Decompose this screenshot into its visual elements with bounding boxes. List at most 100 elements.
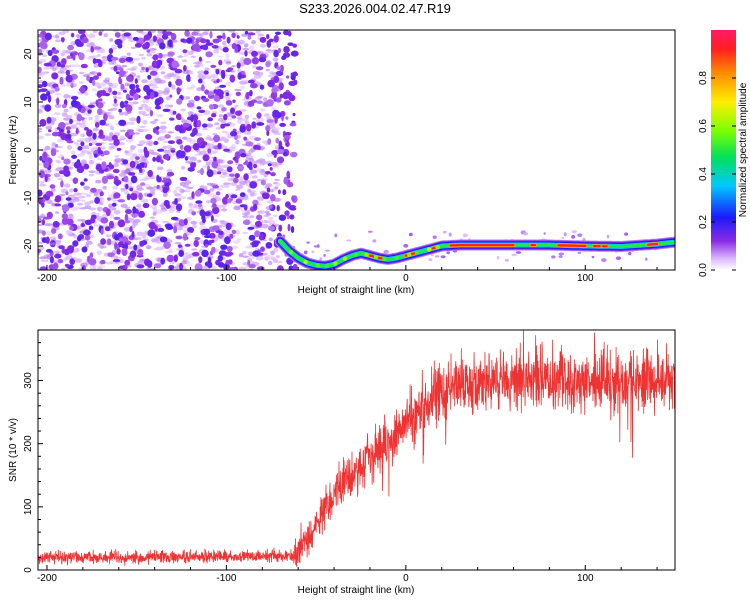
noise-blob [216, 35, 224, 39]
noise-speck [272, 57, 279, 62]
noise-speck [190, 220, 198, 225]
noise-blob [87, 109, 92, 114]
noise-speck [222, 45, 229, 48]
noise-speck [59, 67, 68, 71]
ridge-spot [394, 255, 399, 261]
noise-blob [94, 197, 100, 204]
noise-blob [190, 114, 195, 122]
noise-blob [215, 68, 220, 75]
noise-blob [276, 265, 284, 270]
noise-blob [147, 74, 152, 80]
noise-blob [251, 57, 259, 65]
noise-speck [267, 216, 274, 220]
noise-speck [187, 50, 194, 56]
noise-speck [183, 224, 190, 229]
noise-blob [201, 217, 206, 224]
noise-speck [515, 251, 522, 254]
noise-speck [443, 230, 447, 234]
noise-blob [132, 206, 137, 214]
noise-blob [176, 98, 183, 105]
noise-speck [251, 175, 258, 179]
noise-blob [198, 56, 202, 62]
noise-blob [177, 244, 183, 248]
noise-blob [255, 66, 264, 71]
noise-blob [99, 191, 104, 197]
noise-blob [83, 178, 88, 182]
noise-speck [129, 117, 137, 122]
noise-blob [39, 266, 48, 270]
noise-speck [79, 207, 87, 210]
noise-blob [166, 254, 175, 263]
noise-speck [204, 67, 210, 72]
ridge-spot [315, 263, 320, 268]
noise-blob [160, 257, 165, 265]
noise-speck [601, 258, 607, 263]
noise-speck [109, 132, 114, 137]
noise-blob [235, 157, 239, 163]
noise-blob [170, 216, 179, 221]
noise-speck [234, 104, 239, 108]
noise-speck [149, 216, 156, 219]
noise-blob [88, 225, 94, 231]
noise-blob [212, 185, 220, 189]
noise-speck [624, 232, 629, 236]
noise-speck [139, 159, 147, 163]
noise-blob [200, 141, 208, 146]
noise-speck [186, 186, 194, 190]
noise-blob [105, 208, 111, 217]
noise-speck [78, 138, 85, 143]
colorbar-tick-label: 0.0 [698, 263, 709, 277]
noise-blob [225, 193, 229, 199]
noise-blob [120, 83, 125, 90]
noise-speck [85, 240, 93, 245]
noise-speck [179, 181, 186, 187]
noise-speck [88, 33, 96, 39]
noise-speck [53, 112, 61, 116]
noise-blob [45, 236, 50, 244]
noise-blob [84, 234, 91, 241]
noise-speck [558, 252, 565, 256]
noise-blob [270, 91, 278, 100]
noise-speck [239, 80, 247, 85]
noise-speck [213, 48, 220, 54]
noise-blob [244, 50, 248, 57]
noise-blob [136, 264, 145, 269]
noise-blob [80, 116, 85, 121]
noise-blob [157, 227, 165, 232]
noise-speck [105, 234, 112, 238]
noise-blob [160, 159, 164, 165]
noise-speck [95, 212, 100, 216]
noise-speck [46, 199, 53, 204]
noise-blob [123, 175, 129, 183]
noise-speck [159, 204, 165, 208]
noise-speck [80, 192, 88, 195]
noise-speck [214, 86, 220, 90]
noise-speck [225, 184, 230, 189]
noise-blob [184, 30, 190, 37]
noise-blob [101, 161, 107, 170]
noise-blob [285, 116, 289, 120]
noise-speck [273, 127, 280, 132]
noise-blob [282, 130, 286, 138]
noise-blob [225, 251, 234, 256]
noise-speck [171, 85, 176, 90]
noise-blob [274, 116, 278, 124]
y-tick-label: 100 [23, 498, 34, 515]
noise-blob [108, 220, 115, 229]
noise-blob [245, 141, 254, 147]
noise-blob [235, 110, 243, 116]
noise-speck [229, 182, 236, 186]
noise-blob [231, 32, 236, 39]
noise-speck [237, 59, 243, 63]
noise-speck [112, 102, 119, 107]
noise-blob [247, 226, 255, 230]
noise-speck [44, 223, 53, 227]
noise-blob [126, 75, 133, 82]
ridge-spot [353, 252, 358, 257]
ridge-spot [288, 250, 294, 255]
noise-speck [243, 43, 249, 48]
noise-blob [205, 244, 208, 248]
noise-blob [201, 249, 209, 258]
noise-speck [162, 192, 168, 198]
